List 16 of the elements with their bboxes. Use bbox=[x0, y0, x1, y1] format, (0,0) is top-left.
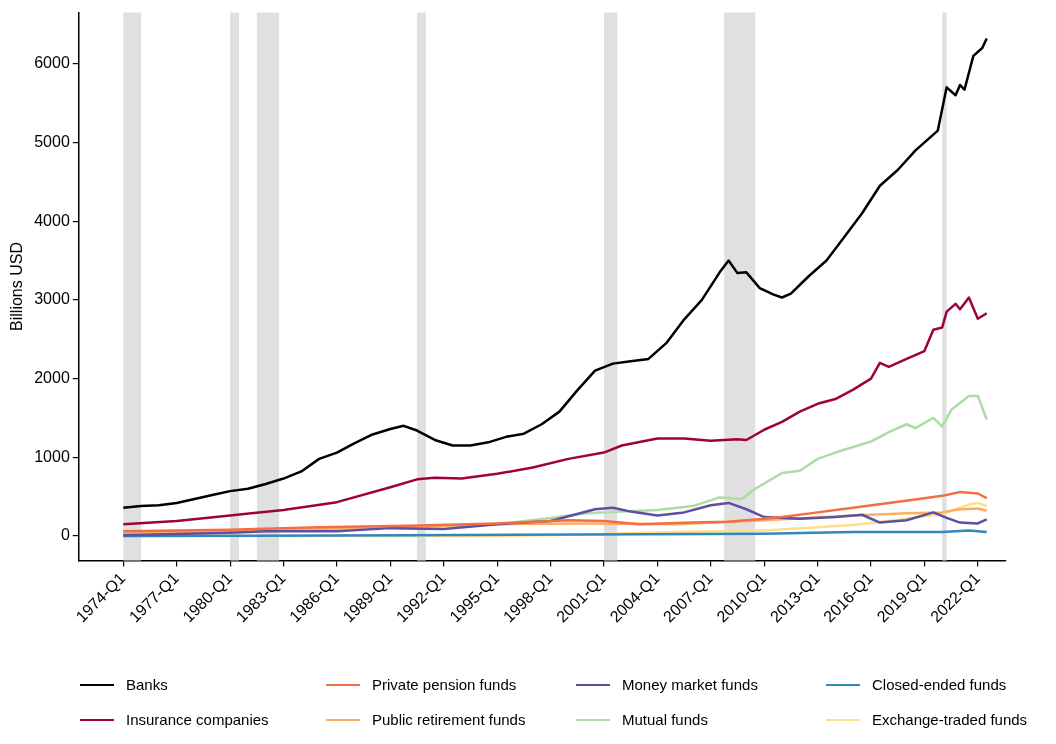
legend-label: Mutual funds bbox=[622, 711, 708, 728]
legend-label: Insurance companies bbox=[126, 711, 269, 728]
y-tick-label: 2000 bbox=[34, 368, 70, 386]
legend-label: Money market funds bbox=[622, 676, 758, 693]
y-tick-label: 3000 bbox=[34, 290, 70, 308]
y-tick-label: 1000 bbox=[34, 447, 70, 465]
y-axis-title: Billions USD bbox=[8, 242, 26, 331]
legend-label: Exchange-traded funds bbox=[872, 711, 1028, 728]
legend-label: Public retirement funds bbox=[372, 711, 526, 728]
legend-label: Banks bbox=[126, 676, 168, 693]
y-tick-label: 0 bbox=[60, 526, 70, 544]
y-tick-label: 5000 bbox=[34, 132, 70, 150]
y-tick-label: 6000 bbox=[34, 54, 70, 72]
y-tick-label: 4000 bbox=[34, 211, 70, 229]
legend-label: Closed-ended funds bbox=[872, 676, 1007, 693]
legend-label: Private pension funds bbox=[372, 676, 517, 693]
